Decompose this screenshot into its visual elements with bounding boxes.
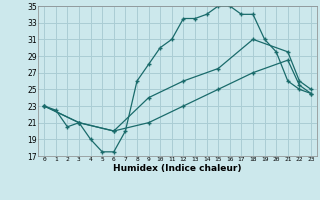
X-axis label: Humidex (Indice chaleur): Humidex (Indice chaleur)	[113, 164, 242, 173]
